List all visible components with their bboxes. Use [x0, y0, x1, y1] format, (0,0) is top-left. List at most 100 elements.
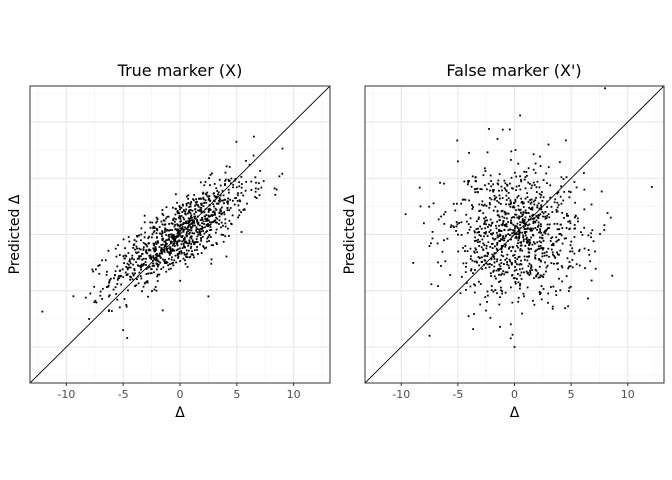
- data-point: [507, 229, 510, 232]
- data-point: [564, 139, 567, 142]
- data-point: [171, 250, 173, 252]
- data-point: [564, 307, 567, 310]
- data-point: [519, 274, 522, 277]
- data-point: [182, 223, 185, 226]
- data-point: [224, 183, 227, 185]
- data-point: [188, 221, 191, 224]
- data-point: [532, 168, 535, 171]
- data-point: [101, 259, 103, 262]
- data-point: [174, 240, 177, 243]
- data-point: [517, 239, 520, 242]
- data-point: [455, 229, 457, 232]
- data-point: [475, 228, 478, 230]
- data-point: [213, 192, 215, 195]
- data-point: [485, 247, 488, 250]
- data-point: [245, 159, 247, 162]
- data-point: [105, 273, 108, 276]
- data-point: [127, 263, 130, 266]
- data-point: [519, 114, 522, 117]
- data-point: [569, 191, 572, 193]
- data-point: [128, 240, 131, 243]
- data-point: [179, 247, 181, 250]
- data-point: [226, 200, 229, 203]
- data-point: [522, 219, 524, 222]
- data-point: [498, 194, 501, 197]
- data-point: [158, 255, 161, 257]
- scatter-points: [41, 135, 284, 339]
- data-point: [567, 267, 570, 270]
- data-point: [478, 231, 480, 234]
- data-point: [519, 224, 522, 226]
- data-point: [191, 239, 194, 242]
- data-point: [156, 240, 159, 242]
- data-point: [599, 233, 601, 235]
- data-point: [498, 229, 501, 232]
- data-point: [488, 266, 491, 269]
- data-point: [195, 226, 198, 229]
- data-point: [549, 196, 552, 199]
- data-point: [223, 198, 226, 201]
- data-point: [551, 307, 554, 310]
- data-point: [535, 196, 537, 199]
- data-point: [523, 258, 526, 261]
- data-point: [526, 259, 529, 262]
- data-point: [481, 268, 484, 270]
- data-point: [234, 178, 237, 181]
- data-point: [195, 211, 197, 213]
- data-point: [553, 201, 556, 204]
- data-point: [584, 267, 586, 270]
- data-point: [187, 230, 190, 233]
- data-point: [250, 180, 253, 183]
- data-point: [193, 249, 196, 252]
- data-point: [484, 170, 487, 172]
- data-point: [500, 244, 503, 247]
- data-point: [199, 181, 202, 184]
- data-point: [131, 254, 134, 257]
- data-point: [477, 216, 480, 219]
- data-point: [215, 228, 218, 231]
- data-point: [455, 221, 458, 223]
- data-point: [170, 241, 173, 244]
- data-point: [437, 285, 439, 287]
- data-point: [568, 261, 571, 263]
- data-point: [493, 255, 495, 258]
- data-point: [542, 212, 545, 215]
- data-point: [163, 249, 165, 251]
- data-point: [575, 186, 578, 189]
- data-point: [187, 201, 190, 204]
- data-point: [493, 194, 496, 197]
- data-point: [189, 205, 192, 208]
- data-point: [210, 262, 213, 265]
- data-point: [530, 265, 533, 268]
- data-point: [569, 285, 572, 288]
- data-point: [520, 197, 523, 200]
- data-point: [541, 252, 544, 255]
- data-point: [154, 256, 157, 259]
- data-point: [518, 231, 521, 234]
- data-point: [184, 212, 187, 215]
- data-point: [492, 183, 495, 186]
- data-point: [490, 258, 493, 261]
- data-point: [188, 233, 190, 235]
- data-point: [523, 255, 526, 258]
- data-point: [178, 225, 181, 228]
- data-point: [205, 201, 208, 204]
- data-point: [527, 218, 530, 221]
- data-point: [510, 219, 512, 222]
- data-point: [235, 140, 238, 143]
- data-point: [187, 220, 190, 223]
- data-point: [437, 218, 440, 221]
- data-point: [181, 203, 184, 206]
- data-point: [430, 242, 432, 245]
- data-point: [201, 228, 203, 230]
- data-point: [526, 227, 529, 229]
- data-point: [475, 248, 477, 251]
- data-point: [156, 228, 159, 231]
- data-point: [199, 219, 202, 221]
- data-point: [165, 217, 167, 220]
- data-point: [500, 238, 502, 241]
- data-point: [163, 223, 166, 226]
- data-point: [505, 225, 508, 228]
- data-point: [106, 270, 108, 273]
- data-point: [513, 346, 516, 348]
